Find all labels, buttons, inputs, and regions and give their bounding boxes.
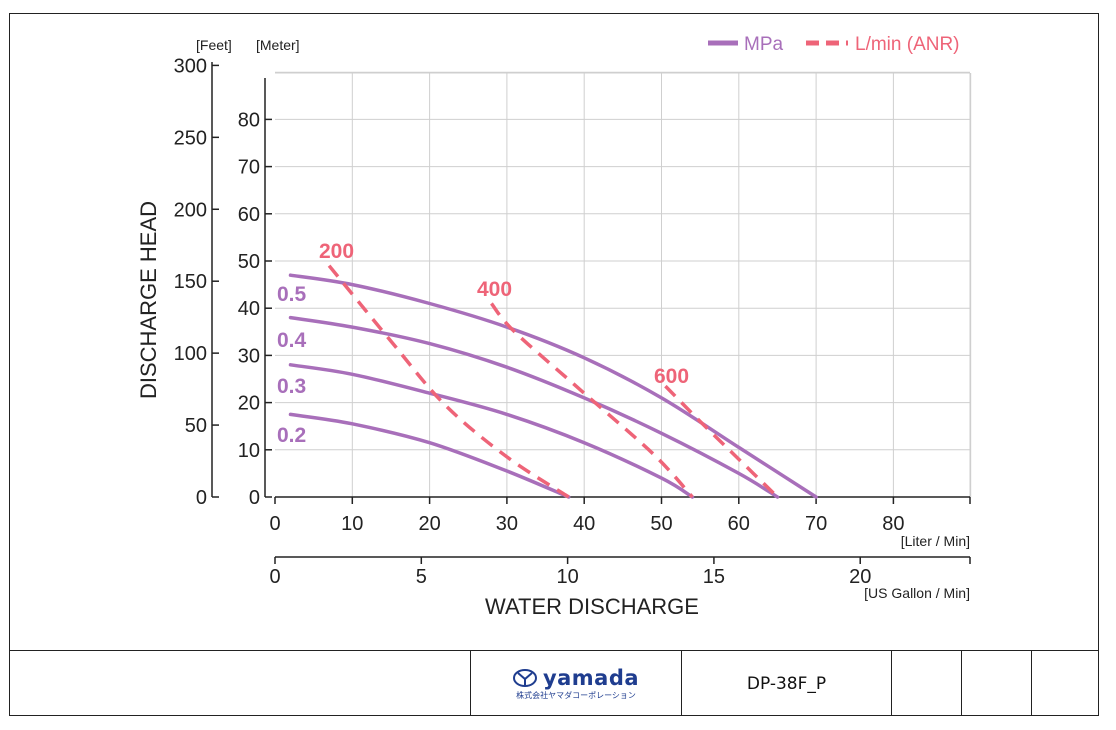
logo-wordmark: yamada: [542, 665, 640, 690]
blank-cell-2: [961, 651, 1031, 716]
pressure-label-0-2: 0.2: [277, 424, 306, 447]
x-tick-label: 80: [882, 513, 904, 535]
meter-tick-label: 20: [238, 393, 260, 415]
plot-area: [275, 73, 970, 497]
feet-tick-label: 150: [174, 271, 207, 293]
model-cell: DP-38F_P: [681, 651, 891, 716]
x-tick-label: 70: [805, 513, 827, 535]
gallon-tick-label: 15: [703, 566, 725, 588]
air-curve-400: [490, 302, 694, 499]
title-block: yamada 株式会社ヤマダコーポレーション DP-38F_P: [9, 650, 1099, 716]
pressure-curve-0-4: [288, 315, 780, 499]
legend: MPa L/min (ANR): [708, 34, 960, 55]
x-tick-label: 20: [418, 513, 440, 535]
yamada-emblem-icon: [512, 669, 537, 687]
logo-subtitle: 株式会社ヤマダコーポレーション: [516, 690, 636, 700]
meter-tick-label: 80: [238, 109, 260, 131]
pressure-curve-0-5: [288, 273, 818, 499]
logo-cell: yamada 株式会社ヤマダコーポレーション: [470, 651, 681, 716]
gallon-tick-label: 0: [269, 566, 280, 588]
company-logo: yamada 株式会社ヤマダコーポレーション: [512, 665, 640, 700]
page-frame: [9, 13, 1099, 716]
grid: [275, 71, 972, 497]
meter-tick-label: 50: [238, 251, 260, 273]
x-tick-label: 10: [341, 513, 363, 535]
x-unit-liter: [Liter / Min]: [901, 533, 970, 549]
air-label-400: 400: [477, 278, 512, 301]
meter-tick-label: 30: [238, 345, 260, 367]
pressure-label-0-4: 0.4: [277, 329, 307, 352]
air-label-200: 200: [319, 240, 354, 263]
feet-tick-label: 50: [185, 415, 207, 437]
gallon-tick-label: 20: [849, 566, 871, 588]
meter-tick-label: 40: [238, 298, 260, 320]
feet-tick-label: 200: [174, 199, 207, 221]
series: [288, 264, 818, 499]
pressure-label-0-5: 0.5: [277, 283, 307, 306]
pressure-label-0-3: 0.3: [277, 375, 306, 398]
meter-tick-label: 10: [238, 440, 260, 462]
axes: 01020304050607080050100150200250300[Feet…: [136, 37, 971, 619]
meter-tick-label: 70: [238, 157, 260, 179]
meter-unit-label: [Meter]: [256, 37, 300, 53]
air-curve-200: [327, 264, 570, 499]
model-number: DP-38F_P: [746, 673, 827, 694]
blank-cell-3: [1031, 651, 1099, 716]
gallon-tick-label: 5: [416, 566, 427, 588]
feet-tick-label: 100: [174, 343, 207, 365]
legend-label-mpa: MPa: [744, 34, 784, 55]
pressure-curve-0-2: [288, 412, 571, 499]
legend-label-air: L/min (ANR): [855, 34, 960, 55]
performance-chart: 01020304050607080050100150200250300[Feet…: [136, 34, 972, 619]
x-axis-title: WATER DISCHARGE: [485, 594, 699, 619]
x-unit-gallon: [US Gallon / Min]: [864, 585, 970, 601]
x-tick-label: 60: [728, 513, 750, 535]
meter-tick-label: 60: [238, 204, 260, 226]
pressure-curve-0-3: [288, 363, 695, 499]
x-tick-label: 50: [650, 513, 672, 535]
gallon-tick-label: 10: [556, 566, 578, 588]
x-tick-label: 30: [496, 513, 518, 535]
feet-tick-label: 0: [196, 487, 207, 509]
feet-unit-label: [Feet]: [196, 37, 232, 53]
x-tick-label: 0: [269, 513, 280, 535]
x-tick-label: 40: [573, 513, 595, 535]
y-axis-title: DISCHARGE HEAD: [136, 201, 161, 399]
air-label-600: 600: [654, 365, 689, 388]
feet-tick-label: 300: [174, 55, 207, 77]
series-labels: 0.5 0.4 0.3 0.2 200 400 600: [277, 240, 689, 447]
blank-cell-1: [891, 651, 961, 716]
air-curve-600: [664, 384, 779, 499]
feet-tick-label: 250: [174, 127, 207, 149]
meter-tick-label: 0: [249, 487, 260, 509]
